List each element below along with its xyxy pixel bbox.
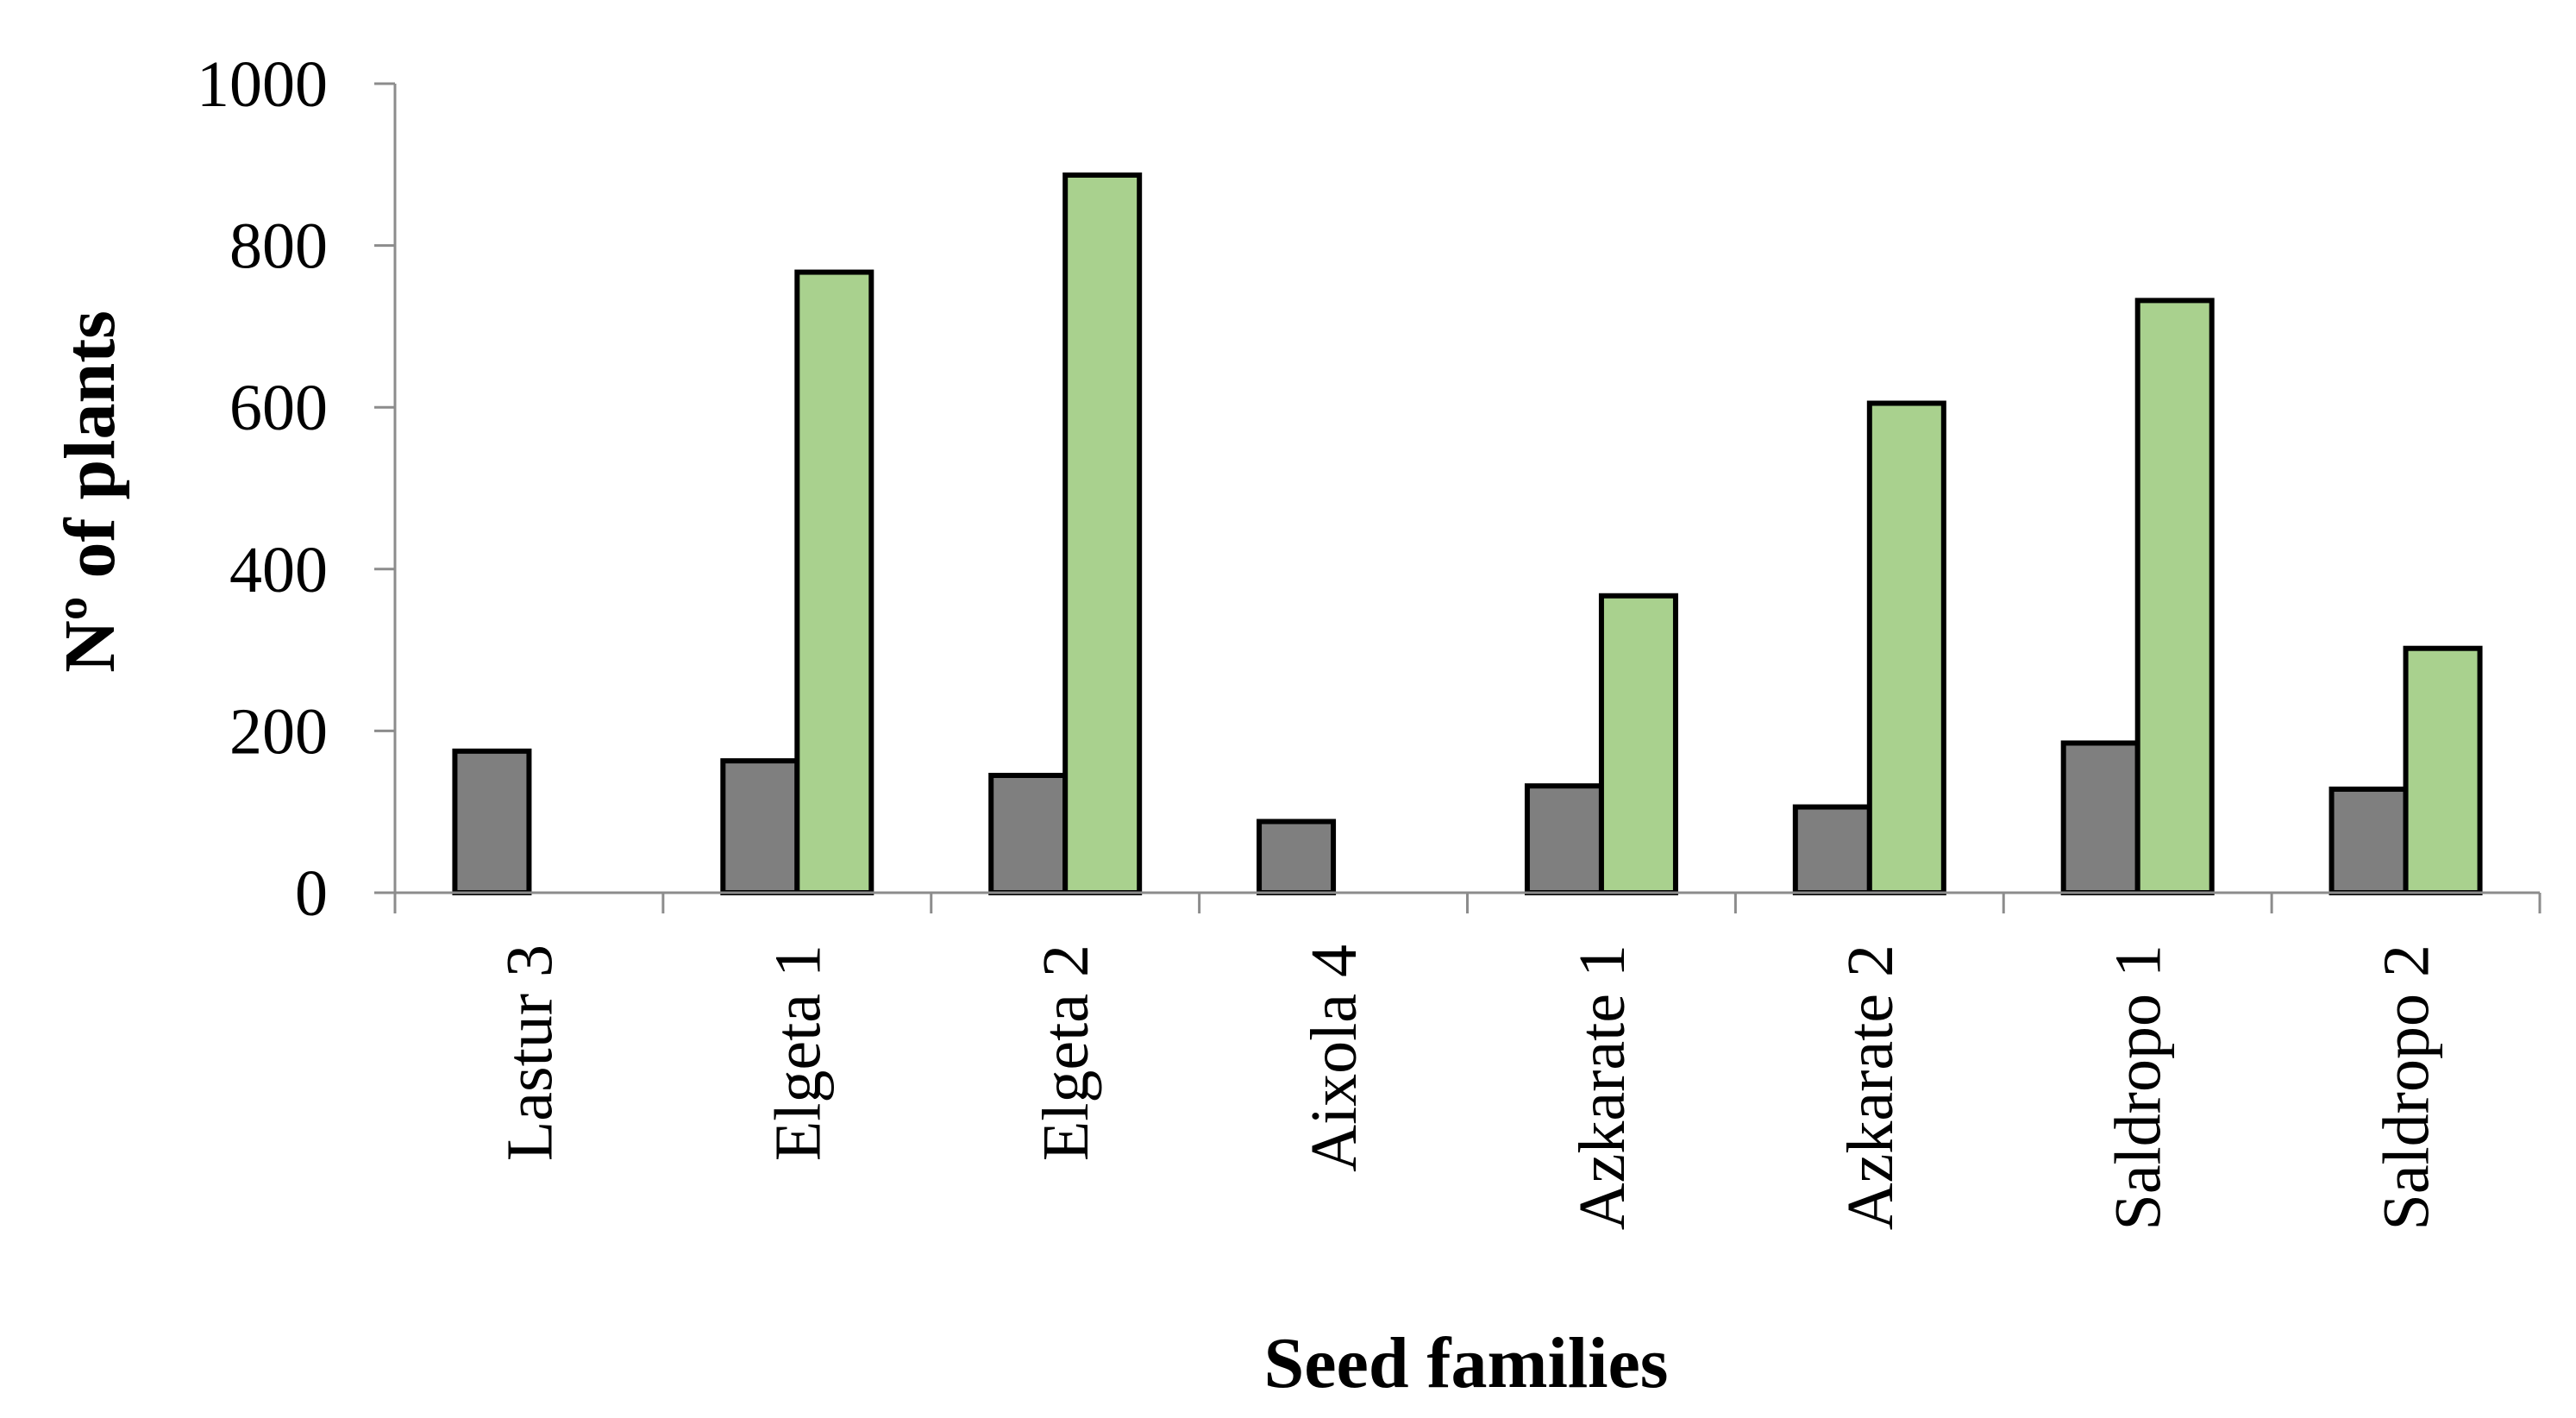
bar-1-saldropo-1 [2060,740,2140,895]
y-tick-label: 600 [229,372,328,444]
x-category-label: Azkarate 2 [1834,944,1907,1230]
x-category-label: Saldropo 2 [2371,944,2443,1230]
bar-2-saldropo-2 [2403,645,2483,895]
bar-1-lastur-3 [452,748,532,895]
y-tick-label: 1000 [197,48,328,121]
bar-1-aixola-4 [1257,819,1337,895]
bar-1-azkarate-1 [1524,783,1604,896]
bar-1-elgeta-2 [988,772,1069,895]
x-category-label: Elgeta 1 [762,944,834,1161]
bar-2-saldropo-1 [2134,298,2215,896]
x-category-label: Azkarate 1 [1566,944,1639,1230]
y-tick-label: 400 [229,534,328,606]
bars-group [452,172,2483,896]
bar-1-azkarate-2 [1792,804,1872,896]
y-tick-label: 800 [229,210,328,283]
x-axis-title: Seed families [1264,1323,1669,1403]
bar-2-elgeta-1 [794,269,874,895]
y-tick-label: 200 [229,695,328,768]
bar-2-elgeta-2 [1062,172,1143,895]
bar-2-azkarate-2 [1866,400,1946,895]
x-category-label: Saldropo 1 [2103,944,2175,1230]
bar-2-azkarate-1 [1598,593,1678,896]
x-category-label: Aixola 4 [1298,944,1370,1172]
y-tick-label: 0 [295,857,328,930]
x-category-label: Elgeta 2 [1030,944,1102,1161]
axes-group [374,82,2542,913]
bar-1-saldropo-2 [2328,786,2409,895]
labels-group: 0 200 400 600 800 1000 Lastur 3 Elgeta 1 Elgeta … [197,48,2443,1230]
y-axis-title: Nº of plants [50,311,130,673]
x-category-label: Lastur 3 [493,944,566,1161]
bar-1-elgeta-1 [720,758,800,896]
